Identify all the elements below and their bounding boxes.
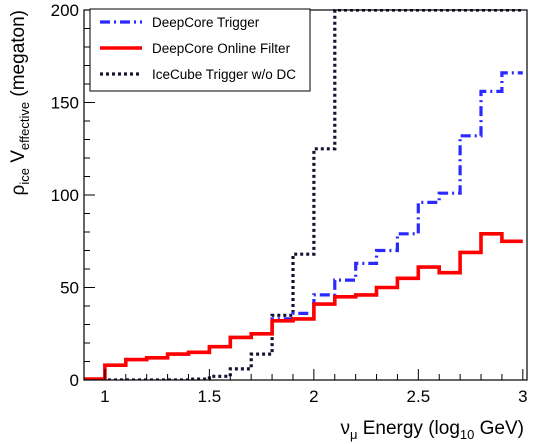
x-axis-label-base-sub: μ [350,427,358,442]
x-axis-label: νμ Energy (log10 GeV) [340,418,524,442]
legend-label-icecube-trigger-wo-dc: IceCube Trigger w/o DC [152,67,296,82]
y-axis-label-base: ρ [8,184,29,195]
y-tick-label: 0 [70,371,79,390]
x-axis-label-mid-sub: 10 [460,427,474,442]
plot-lines [84,9,523,380]
y-axis: 0 50 100 150 200 [51,1,95,390]
x-tick-label: 1.5 [198,387,222,406]
x-axis: 1 1.5 2 2.5 3 [83,369,528,406]
x-axis-label-mid: Energy (log [357,418,459,439]
x-tick-label: 3 [518,387,527,406]
y-axis-label-mid: V [8,150,29,168]
x-tick-label: 1 [100,387,109,406]
series-line-deepcore-trigger [84,71,523,380]
y-axis-label: ρice Veffective (megaton) [8,10,32,195]
y-tick-label: 100 [51,186,79,205]
y-axis-label-base-sub: ice [17,168,32,185]
y-tick-label: 50 [60,279,79,298]
x-tick-label: 2 [309,387,318,406]
legend-label-deepcore-trigger: DeepCore Trigger [152,15,260,30]
legend-label-deepcore-online-filter: DeepCore Online Filter [152,41,291,56]
series-line-deepcore-online-filter [84,232,523,380]
y-tick-label: 200 [51,1,79,20]
x-axis-label-tail: GeV) [474,418,524,439]
x-axis-label-base: ν [340,418,350,439]
y-tick-label: 150 [51,94,79,113]
x-tick-label: 2.5 [407,387,431,406]
legend: DeepCore Trigger DeepCore Online Filter … [89,8,311,92]
y-axis-label-tail: (megaton) [8,10,29,102]
y-axis-label-mid-sub: effective [17,102,32,150]
